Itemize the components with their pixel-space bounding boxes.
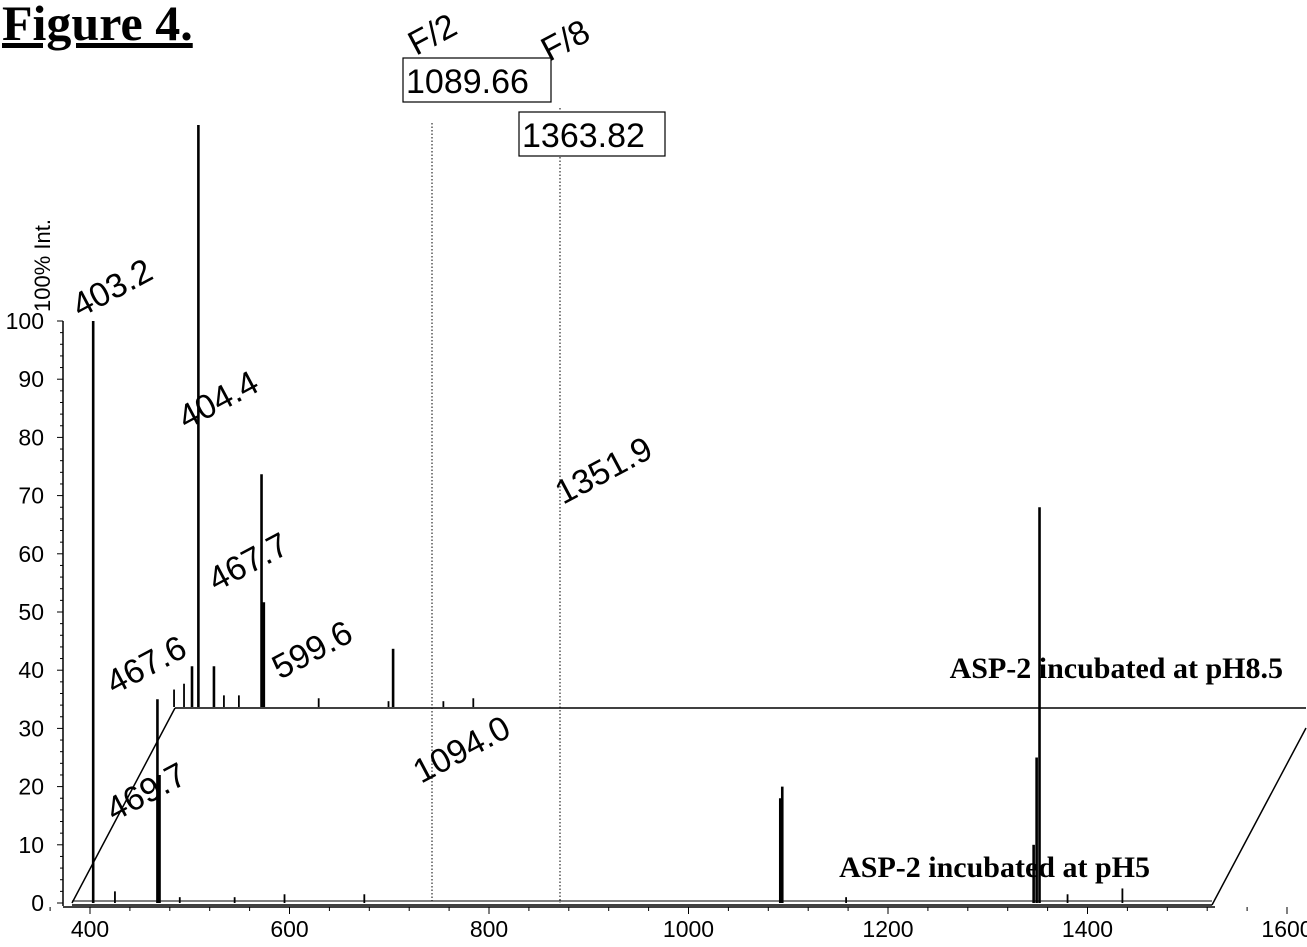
peak-label: 404.4 bbox=[172, 364, 265, 438]
peak-label: 599.6 bbox=[266, 614, 359, 688]
peak-label: 1351.9 bbox=[549, 430, 659, 512]
y-axis-title: 100% Int. bbox=[30, 219, 55, 312]
x-tick-label: 800 bbox=[470, 916, 508, 942]
y-tick-label: 90 bbox=[18, 366, 44, 392]
chart-frame bbox=[71, 707, 1307, 906]
figure-title: Figure 4. bbox=[2, 0, 193, 51]
y-tick-label: 0 bbox=[31, 890, 44, 916]
y-tick-label: 30 bbox=[18, 715, 44, 741]
peak-label: 467.7 bbox=[202, 526, 295, 600]
y-tick-label: 20 bbox=[18, 774, 44, 800]
peak-labels: ASP-2 incubated at pH5 ASP-2 incubated at… bbox=[66, 252, 1283, 884]
reference-value-box bbox=[518, 111, 666, 157]
y-tick-label: 60 bbox=[18, 541, 44, 567]
x-tick-label: 1000 bbox=[663, 916, 714, 942]
peak-label: 469.7 bbox=[100, 756, 193, 830]
trace-ph8-5 bbox=[173, 125, 475, 707]
x-tick-label: 1600 bbox=[1261, 916, 1307, 942]
x-tick-label: 400 bbox=[71, 916, 109, 942]
peak-label: 403.2 bbox=[66, 252, 159, 326]
reference-fragment-label: F/2 bbox=[402, 6, 463, 63]
x-tick-label: 600 bbox=[270, 916, 308, 942]
reference-value-label: 1089.66 bbox=[406, 63, 529, 101]
trace-label-ph8-5: ASP-2 incubated at pH8.5 bbox=[950, 652, 1283, 685]
reference-value-label: 1363.82 bbox=[522, 117, 645, 155]
peak-label: 467.6 bbox=[100, 629, 193, 703]
y-tick-label: 50 bbox=[18, 599, 44, 625]
y-tick-label: 70 bbox=[18, 483, 44, 509]
peak-label: 1094.0 bbox=[407, 709, 517, 791]
y-tick-label: 40 bbox=[18, 657, 44, 683]
x-tick-label: 1400 bbox=[1062, 916, 1113, 942]
trace-ph5 bbox=[91, 321, 1124, 903]
y-tick-label: 80 bbox=[18, 424, 44, 450]
y-tick-label: 100 bbox=[6, 308, 44, 334]
reference-value-box bbox=[402, 57, 552, 103]
y-tick-label: 10 bbox=[18, 832, 44, 858]
trace-label-ph5: ASP-2 incubated at pH5 bbox=[839, 851, 1150, 884]
frame-right-edge bbox=[1211, 727, 1307, 906]
x-tick-label: 1200 bbox=[862, 916, 913, 942]
